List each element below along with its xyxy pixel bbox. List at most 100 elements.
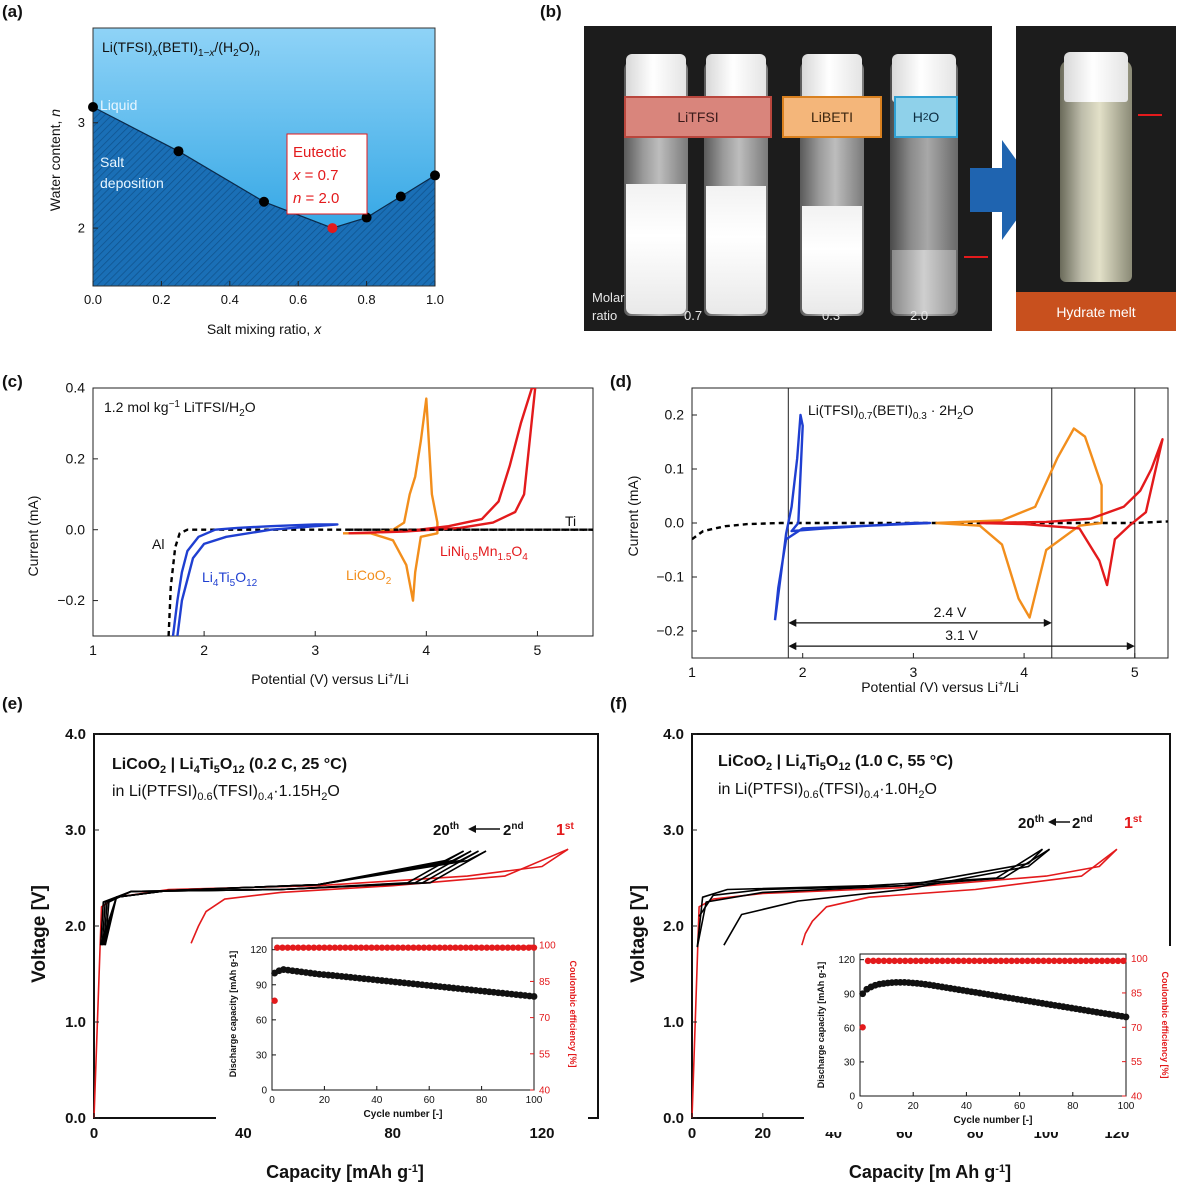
panel-label-b: (b)	[540, 2, 562, 21]
chart-e-inset-eff-point-35	[452, 944, 459, 951]
chart-e-inset-yltick-label-0: 0	[261, 1086, 267, 1097]
chart-f-inset-ylabel-right: Coulombic efficiency [%]	[1160, 971, 1170, 1078]
chart-e-inset-yltick-label-4: 120	[250, 945, 267, 956]
chart-a-region-liquid: Liquid	[100, 97, 137, 113]
chart-d-series-baseline	[692, 520, 1168, 541]
big-blue-arrow	[970, 140, 1038, 240]
chart-c-label-ti: Ti	[565, 513, 576, 529]
chart-a-point-0-2	[259, 196, 269, 207]
chart-c-cv: 1 2 3 4 5 −0.2 0.0 0.2 0.4 1.2 mol kg−1 LiTFSI/H…	[25, 380, 594, 687]
chart-f-inset-eff-point-30	[1019, 957, 1026, 965]
chart-f-cycle-1st: 1st	[1124, 814, 1142, 832]
chart-d-xtick-label-0: 1	[688, 664, 696, 680]
chart-e-inset-eff-point-11	[326, 944, 333, 951]
chart-e-inset-yrtick-label-2: 70	[539, 1013, 551, 1024]
chart-e-inset-bg	[216, 930, 588, 1126]
chart-a-xlabel: Salt mixing ratio, x	[207, 321, 322, 337]
chart-e-inset-ylabel-left: Discharge capacity [mAh g-1]	[228, 951, 238, 1078]
chart-d-ytick-label-1: −0.1	[656, 569, 684, 585]
chart-d-series-group	[692, 413, 1168, 621]
chart-c-ytick-label-2: 0.2	[66, 451, 86, 467]
chart-f-inset-eff-point-4	[880, 957, 888, 965]
chart-f-inset-eff-point-44	[1093, 957, 1100, 965]
chart-d-xtick-label-1: 2	[799, 664, 807, 680]
chart-f-inset-yltick-label-3: 90	[844, 989, 856, 1000]
chart-f-inset-xtick-label-1: 20	[908, 1101, 920, 1112]
chart-e-inset-eff-point-26	[405, 944, 412, 951]
chart-e-inset-eff-point-33	[441, 944, 449, 951]
chart-f-cycle-20th: 20th	[1018, 814, 1044, 832]
chart-f-inset-eff-point-49	[1120, 957, 1127, 965]
chart-f-inset-eff-point-2	[870, 957, 877, 965]
chart-f-inset-yrtick-label-3: 85	[1131, 988, 1143, 999]
chart-f-inset-eff-point-17	[949, 957, 957, 965]
chart-e-inset-eff-point-30	[426, 944, 433, 951]
chart-c-series-group	[167, 388, 593, 636]
chart-f-cycle-2nd: 2nd	[1072, 814, 1093, 832]
chart-e-inset-xtick-label-5: 100	[526, 1095, 543, 1106]
chart-e-ytick-label-0: 0.0	[65, 1110, 86, 1127]
chart-d-arrow-label-1: 3.1 V	[945, 627, 978, 643]
chart-f-inset-eff-point-32	[1029, 957, 1037, 965]
chart-e-ytick-label-3: 3.0	[65, 822, 86, 839]
chart-e-inset-eff-point-25	[399, 944, 407, 951]
chart-a-eutectic-box	[286, 133, 368, 215]
chart-f-inset-eff-point-40	[1072, 957, 1079, 965]
vial-melt-cap	[1064, 52, 1128, 102]
chart-c-xtick-label-4: 5	[534, 642, 542, 658]
chart-a-xtick-label-1: 0.2	[152, 292, 170, 307]
chart-f-series-20th-charge	[696, 848, 1044, 948]
chart-e-inset-eff-point-0	[271, 997, 278, 1004]
chart-e-inset-eff-point-32	[436, 944, 443, 951]
red-arrow-melt	[1138, 114, 1162, 116]
chart-e-series-1st-discharge	[190, 848, 569, 944]
chart-f-inset-eff-point-5	[886, 957, 893, 965]
panel-label-e: (e)	[2, 694, 23, 713]
chart-a-region-deposition: deposition	[100, 175, 164, 191]
chart-d-ylabel: Current (mA)	[625, 476, 641, 557]
chart-e-inset-yrtick-label-3: 85	[539, 977, 551, 988]
chart-c-series-LiNi0.5Mn1.5O4	[348, 388, 537, 535]
chart-e-inset-eff-point-50	[530, 944, 538, 951]
chart-f-inset-eff-point-10	[912, 957, 920, 965]
chart-d-xlabel: Potential (V) versus Li+/Li	[861, 679, 1019, 692]
chart-e-inset-eff-point-46	[509, 944, 517, 951]
chart-e-xtick-label-0: 0	[90, 1125, 98, 1142]
chart-e-inset-yltick-label-3: 90	[256, 980, 268, 991]
chart-f-inset-yltick-label-0: 0	[849, 1092, 855, 1103]
chart-c-label-lto: Li4Ti5O12	[202, 569, 258, 589]
chart-e-inset-yrtick-label-4: 100	[539, 941, 556, 952]
chart-f-ytick-label-1: 1.0	[663, 1014, 684, 1031]
chart-f-inset-eff-point-27	[1003, 957, 1010, 965]
chart-e-cycle-2nd: 2nd	[503, 821, 524, 839]
chart-d-ytick-label-4: 0.2	[665, 407, 685, 423]
chart-c-series-LiCoO2	[343, 397, 439, 602]
chart-f-inset: 0 20 40 60 80 100 0 30 60 90 120 40 55 70 85 100 Cycle n…	[804, 946, 1179, 1132]
chart-d-series-LiNi0.5Mn1.5O4	[979, 438, 1164, 587]
red-arrow-water	[964, 256, 988, 258]
chart-e-inset-eff-point-49	[525, 944, 532, 951]
chart-f-inset-eff-point-22	[976, 957, 983, 965]
chart-a-xtick-label-2: 0.4	[221, 292, 239, 307]
chart-f-inset-eff-point-21	[971, 957, 978, 965]
vial-2-cap	[706, 54, 766, 102]
chart-f-inset-eff-point-3	[875, 957, 882, 965]
vial-3-powder	[802, 206, 862, 314]
chart-f-inset-eff-point-11	[917, 957, 925, 965]
chart-f-title: LiCoO2 | Li4Ti5O12 (1.0 C, 55 °C)	[718, 753, 953, 773]
chart-f-inset-bg	[804, 946, 1179, 1132]
chart-f-inset-eff-point-14	[933, 957, 941, 965]
chart-e-inset-eff-point-10	[321, 944, 328, 951]
chart-e-inset-eff-point-27	[410, 944, 417, 951]
chart-e-inset-xtick-label-3: 60	[424, 1095, 436, 1106]
chart-f-inset-eff-point-25	[992, 957, 999, 965]
chart-f-inset-eff-point-41	[1077, 957, 1084, 965]
chart-a-ytick-label-0: 2	[78, 220, 85, 235]
chart-d-inner-title: Li(TFSI)0.7(BETI)0.3 · 2H2O	[808, 402, 974, 422]
chart-c-label-lco: LiCoO2	[346, 567, 392, 587]
chart-f-inset-eff-point-16	[944, 957, 951, 965]
chart-f-inset-eff-point-0	[859, 1024, 866, 1031]
chart-a-xtick-label-5: 1.0	[426, 292, 444, 307]
chart-f-ylabel: Voltage [V]	[628, 885, 649, 983]
chart-f-inset-yltick-label-4: 120	[838, 955, 855, 966]
